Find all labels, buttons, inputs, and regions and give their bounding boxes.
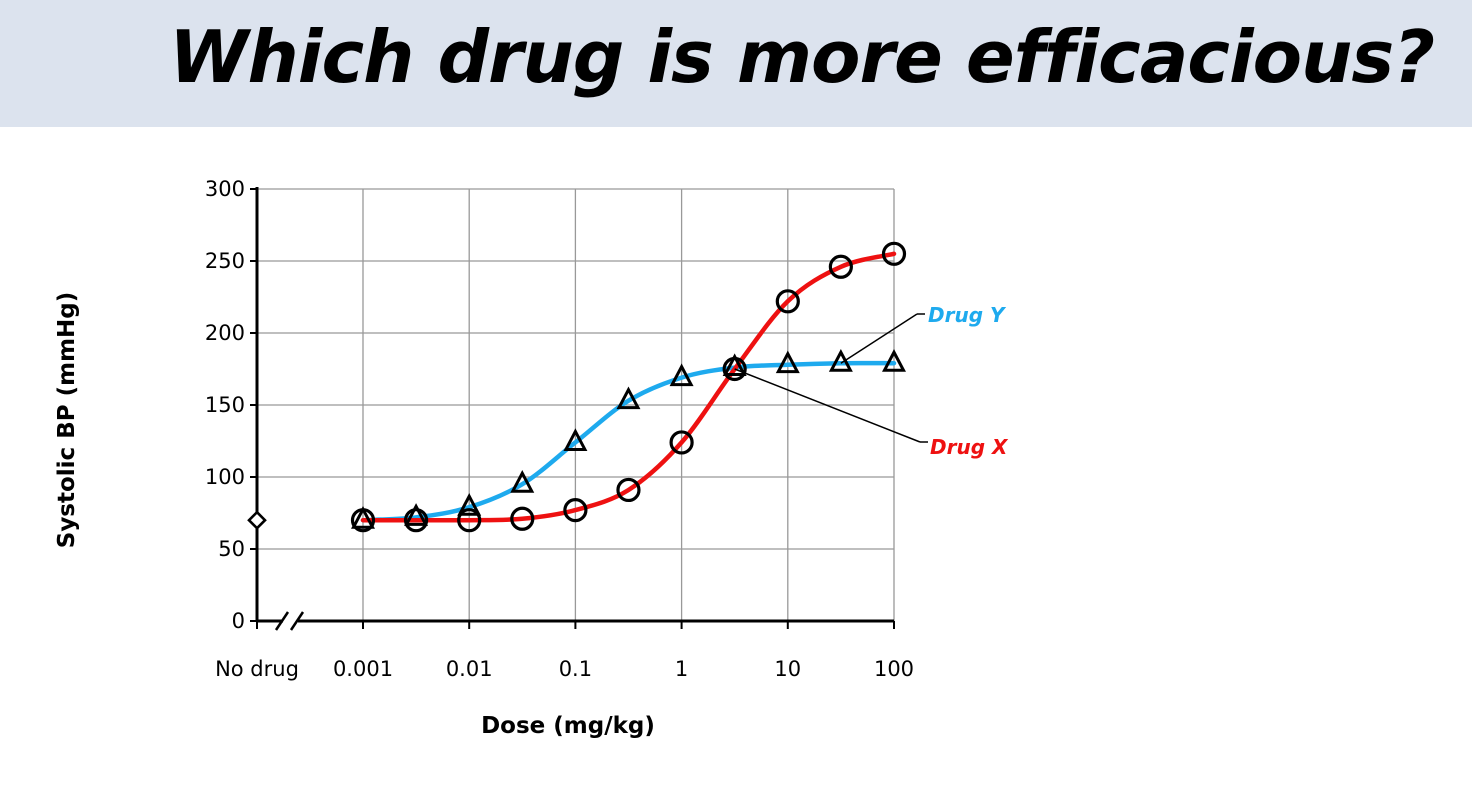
- y-axis-title: Systolic BP (mmHg): [54, 292, 80, 549]
- slide-title: Which drug is more efficacious?: [169, 15, 1435, 99]
- data-point-drug-x: [669, 430, 694, 455]
- data-point-drug-y: [457, 493, 482, 516]
- y-tick-label: 100: [205, 465, 245, 489]
- y-tick-label: 150: [205, 393, 245, 417]
- leader-line: [734, 368, 921, 443]
- x-tick-label: 1: [675, 657, 688, 681]
- title-band: Which drug is more efficacious?: [0, 0, 1472, 127]
- data-point-drug-x: [457, 508, 482, 533]
- x-axis-title: Dose (mg/kg): [481, 713, 655, 739]
- grid-lines: [257, 188, 895, 621]
- data-point-drug-y: [404, 503, 429, 526]
- leader-line: [840, 313, 918, 364]
- data-point-drug-x: [828, 254, 853, 279]
- series-label-drug-x: Drug X: [930, 435, 1009, 459]
- data-point-drug-y: [828, 349, 853, 372]
- data-point-drug-x: [616, 477, 641, 503]
- x-tick-label: No drug: [215, 657, 299, 681]
- series-line-drug-y: [360, 360, 897, 523]
- data-point-drug-x: [881, 241, 907, 266]
- axes: [250, 187, 895, 631]
- fitted-curves: [360, 251, 897, 523]
- x-tick-labels: No drug 0.001 0.01 0.1 1 10 100: [215, 657, 914, 681]
- data-point-drug-y: [510, 469, 535, 493]
- data-point-drug-x: [510, 506, 535, 531]
- dose-response-chart: 0 50 100 150 200 250 300 No drug 0.001 0.01 0.1 1 1…: [54, 177, 1009, 739]
- x-tick-label: 10: [774, 657, 801, 681]
- axis-break-mark: [274, 611, 290, 631]
- data-point-drug-y: [775, 350, 800, 374]
- y-tick-labels: 0 50 100 150 200 250 300: [205, 177, 245, 633]
- data-point-drug-x: [403, 508, 429, 533]
- data-point-drug-y: [351, 505, 375, 529]
- annotations: Drug Y Drug X: [734, 303, 1009, 459]
- data-point-drug-x: [563, 498, 588, 523]
- data-point-drug-x: [775, 289, 800, 314]
- y-tick-label: 250: [205, 249, 245, 273]
- data-markers: [247, 241, 907, 533]
- data-point-drug-y: [563, 428, 588, 451]
- data-point-drug-y: [882, 349, 906, 372]
- y-tick-label: 50: [218, 537, 245, 561]
- x-tick-label: 0.1: [559, 657, 592, 681]
- series-line-drug-x: [360, 251, 897, 523]
- no-drug-diamond-point: [247, 510, 267, 531]
- y-tick-label: 300: [205, 177, 245, 201]
- data-point-drug-y: [669, 363, 694, 387]
- axis-break-mark: [289, 611, 305, 631]
- x-tick-label: 0.01: [446, 657, 493, 681]
- y-tick-label: 200: [205, 321, 245, 345]
- y-tick-label: 0: [232, 609, 245, 633]
- x-tick-label: 100: [874, 657, 914, 681]
- data-point-drug-y: [722, 353, 747, 377]
- x-tick-label: 0.001: [333, 657, 393, 681]
- data-point-drug-y: [616, 386, 641, 410]
- series-label-drug-y: Drug Y: [928, 303, 1007, 327]
